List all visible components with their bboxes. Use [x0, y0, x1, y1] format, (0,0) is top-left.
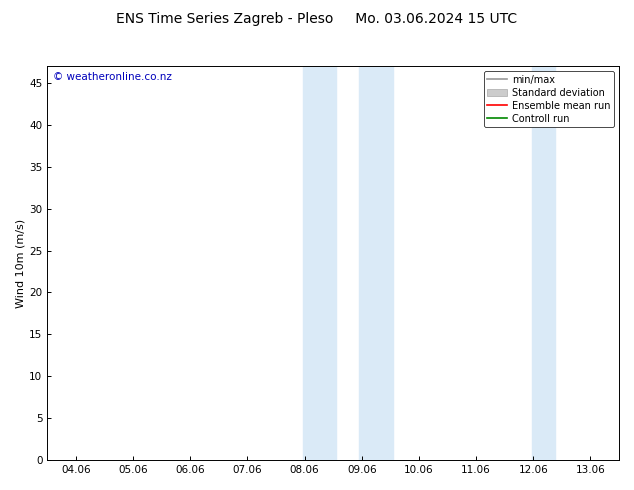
Text: © weatheronline.co.nz: © weatheronline.co.nz — [53, 72, 172, 82]
Legend: min/max, Standard deviation, Ensemble mean run, Controll run: min/max, Standard deviation, Ensemble me… — [484, 71, 614, 127]
Bar — [303, 66, 336, 460]
Text: ENS Time Series Zagreb - Pleso     Mo. 03.06.2024 15 UTC: ENS Time Series Zagreb - Pleso Mo. 03.06… — [117, 12, 517, 26]
Bar — [531, 66, 555, 460]
Bar — [359, 66, 393, 460]
Y-axis label: Wind 10m (m/s): Wind 10m (m/s) — [15, 219, 25, 308]
